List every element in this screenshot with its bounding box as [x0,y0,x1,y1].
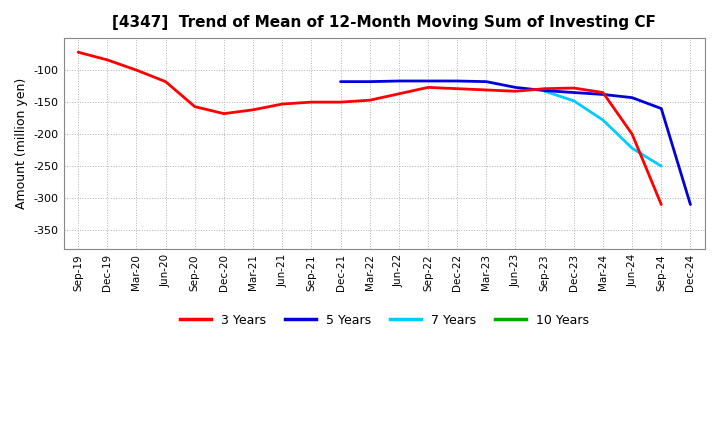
Legend: 3 Years, 5 Years, 7 Years, 10 Years: 3 Years, 5 Years, 7 Years, 10 Years [174,309,594,332]
Title: [4347]  Trend of Mean of 12-Month Moving Sum of Investing CF: [4347] Trend of Mean of 12-Month Moving … [112,15,656,30]
Y-axis label: Amount (million yen): Amount (million yen) [15,78,28,209]
